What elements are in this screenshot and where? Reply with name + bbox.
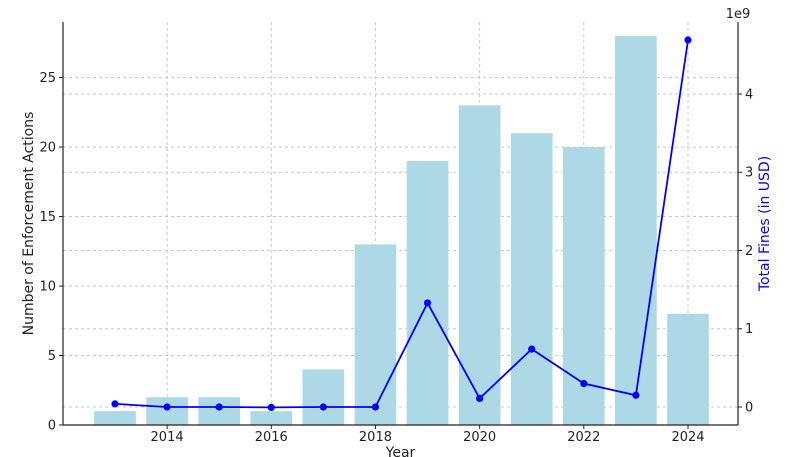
left-y-tick-label: 15 (39, 210, 56, 225)
x-tick-label: 2022 (567, 430, 600, 445)
bar (510, 133, 553, 425)
line-point (476, 394, 484, 402)
x-tick-label: 2024 (671, 430, 704, 445)
bar (146, 397, 188, 425)
line-point (215, 403, 223, 411)
line-point (632, 391, 640, 399)
line-point (580, 379, 588, 388)
bar (615, 35, 657, 426)
bar-series (94, 35, 709, 426)
line-point (423, 299, 432, 307)
line-point (371, 403, 380, 411)
bar (562, 147, 605, 425)
axis-labels: Year Number of Enforcement Actions Total… (21, 7, 773, 457)
bar (406, 160, 449, 425)
right-axis-title: Total Fines (in USD) (757, 156, 773, 292)
bar (198, 397, 241, 425)
bar (458, 105, 501, 426)
x-tick-label: 2016 (255, 430, 288, 445)
right-axis-offset-text: 1e9 (726, 7, 751, 22)
line-point (684, 36, 692, 44)
right-y-tick-label: 2 (745, 244, 753, 259)
line-series (111, 36, 692, 411)
fines-line (114, 39, 689, 409)
right-y-tick-label: 4 (745, 87, 753, 102)
left-y-tick-label: 20 (39, 141, 56, 156)
x-tick-label: 2018 (359, 430, 392, 445)
x-tick-label: 2020 (463, 430, 496, 445)
right-y-tick-label: 3 (745, 166, 753, 181)
line-point (319, 403, 327, 411)
right-y-tick-label: 0 (745, 401, 753, 416)
axes: 2014 2016 2018 2020 2022 2024 0 5 10 15 20 25 0 1 2 3 4 (39, 22, 753, 445)
bar (94, 411, 136, 425)
bar (667, 313, 709, 425)
right-y-tick-label: 1 (745, 322, 753, 337)
left-axis-title: Number of Enforcement Actions (21, 112, 37, 336)
left-y-tick-label: 10 (39, 280, 56, 295)
line-point (163, 403, 171, 411)
left-y-tick-label: 5 (48, 349, 56, 364)
left-y-tick-label: 25 (39, 71, 56, 86)
line-point (111, 400, 119, 408)
bar (354, 244, 397, 425)
bar (302, 369, 345, 425)
bar (250, 411, 293, 425)
x-tick-label: 2014 (151, 430, 184, 445)
line-point (267, 403, 275, 411)
x-axis-title: Year (385, 445, 416, 457)
left-y-tick-label: 0 (48, 419, 56, 434)
line-point (528, 345, 536, 353)
